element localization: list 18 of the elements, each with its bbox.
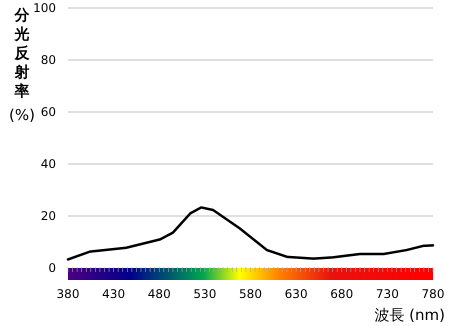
x-tick-label: 630 — [284, 287, 308, 301]
x-tick-label: 780 — [422, 287, 444, 301]
x-axis-title: 波長 (nm) — [374, 306, 445, 324]
x-tick-label: 580 — [239, 287, 262, 301]
y-tick-label: 40 — [40, 157, 56, 171]
line-series — [66, 206, 434, 261]
y-tick-label: 100 — [33, 1, 56, 15]
x-tick-label: 430 — [102, 287, 126, 301]
x-tick-label: 530 — [193, 287, 216, 301]
x-tick-label: 680 — [330, 287, 354, 301]
y-tick-label: 20 — [40, 209, 56, 223]
x-tick-label: 730 — [376, 287, 399, 301]
y-tick-label: 60 — [40, 105, 56, 119]
x-tick-label: 380 — [56, 287, 80, 301]
x-tick-label: 480 — [148, 287, 171, 301]
y-tick-label: 0 — [48, 261, 56, 275]
y-axis-title: 分光反射率 (%) — [9, 6, 35, 124]
y-tick-label: 80 — [40, 53, 56, 67]
